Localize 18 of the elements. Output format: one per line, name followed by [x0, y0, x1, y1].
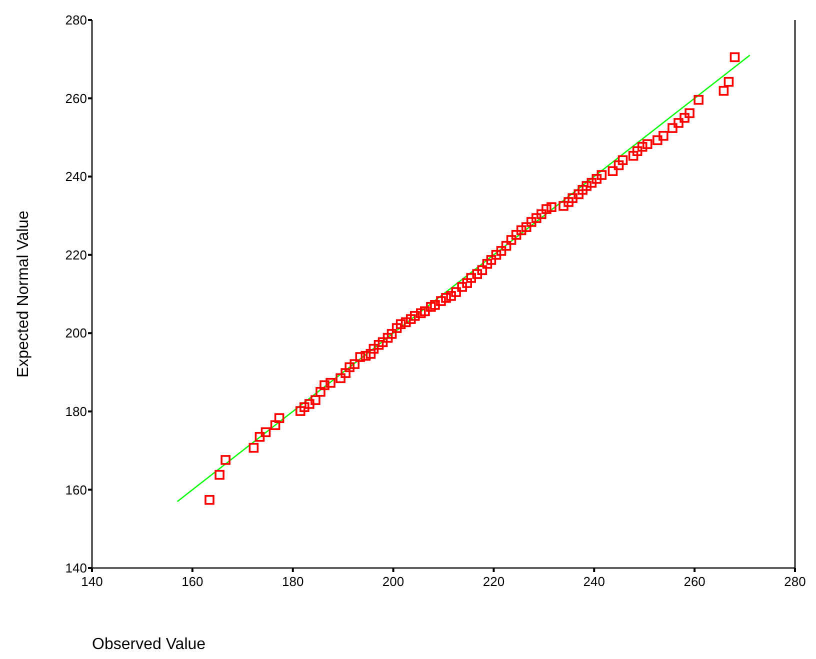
y-tick-label: 160 — [65, 482, 87, 498]
x-tick-label: 140 — [81, 574, 103, 589]
x-tick-label: 240 — [583, 574, 605, 589]
y-tick-label: 240 — [65, 169, 87, 184]
x-tick-label: 280 — [784, 574, 806, 589]
y-tick-label: 200 — [65, 326, 87, 341]
y-axis-title: Expected Normal Value — [15, 210, 32, 378]
x-tick-label: 220 — [482, 574, 505, 589]
x-tick-label: 200 — [382, 574, 404, 589]
y-tick-label: 280 — [65, 12, 87, 28]
y-tick-label: 260 — [65, 90, 87, 106]
x-tick-label: 160 — [182, 574, 204, 589]
y-tick-label: 220 — [65, 247, 87, 262]
y-tick-label: 140 — [65, 560, 87, 576]
x-tick-label: 260 — [684, 574, 706, 589]
y-tick-label: 180 — [65, 404, 87, 419]
x-tick-label: 180 — [282, 574, 304, 589]
x-axis-title: Observed Value — [92, 636, 206, 653]
